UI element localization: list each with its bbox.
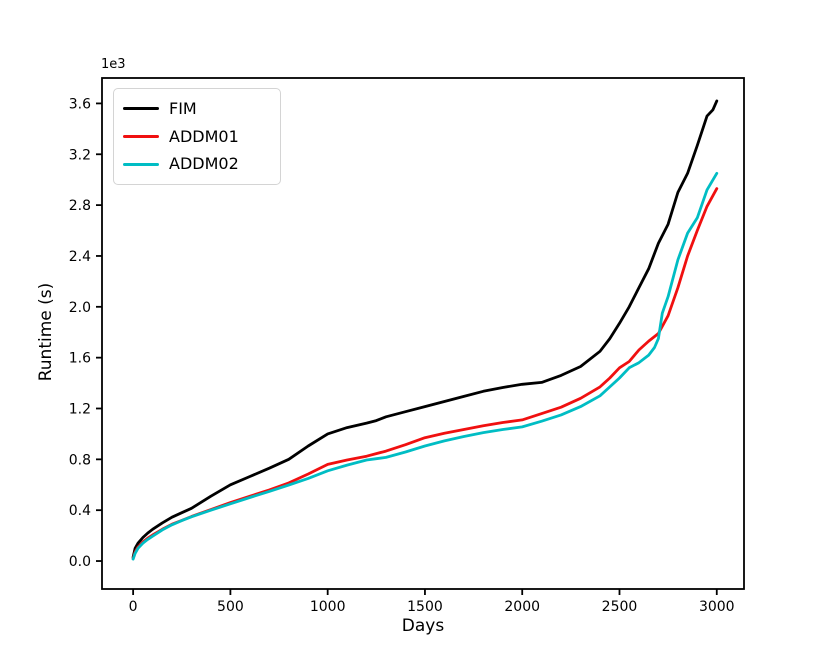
legend-item-fim: FIM — [114, 95, 280, 123]
x-axis-tick-label: 2500 — [602, 599, 638, 615]
legend-label-addm02: ADDM02 — [169, 154, 239, 174]
y-axis-tick-label: 1.6 — [69, 351, 91, 367]
series-addm02-line — [131, 171, 719, 561]
axes-frame — [101, 77, 745, 590]
series-addm01-line — [131, 187, 719, 560]
legend-line-sample-addm01 — [123, 135, 159, 138]
y-axis-tick-label: 3.6 — [69, 96, 91, 112]
legend-line-sample-addm02 — [123, 162, 159, 166]
legend: FIM ADDM01 ADDM02 — [113, 88, 281, 185]
series-fim-line — [131, 99, 719, 559]
x-axis-tick-label: 2000 — [504, 599, 540, 615]
y-axis-tick-label: 2.4 — [69, 249, 91, 265]
y-axis-title: Runtime (s) — [36, 282, 56, 382]
y-axis-tick-label: 0.0 — [69, 554, 91, 570]
y-axis-tick-label: 2.0 — [69, 300, 91, 316]
legend-line-sample-fim — [123, 107, 159, 111]
y-axis-tick-label: 1.2 — [69, 401, 91, 417]
legend-label-addm01: ADDM01 — [169, 126, 239, 146]
x-axis-tick-label: 1000 — [310, 599, 346, 615]
legend-label-fim: FIM — [169, 98, 197, 118]
y-axis-tick-label: 2.8 — [69, 198, 91, 214]
x-axis-tick-label: 3000 — [699, 599, 735, 615]
x-axis-tick-label: 0 — [129, 599, 138, 615]
legend-item-addm02: ADDM02 — [114, 150, 280, 178]
x-axis-tick-label: 500 — [217, 599, 244, 615]
y-axis-tick-label: 0.8 — [69, 452, 91, 468]
legend-item-addm01: ADDM01 — [114, 123, 280, 151]
x-axis-title: Days — [401, 616, 445, 636]
y-axis-tick-label: 3.2 — [69, 147, 91, 163]
x-axis-tick-label: 1500 — [407, 599, 443, 615]
y-axis-offset-label: 1e3 — [101, 57, 126, 72]
y-axis-tick-label: 0.4 — [69, 503, 91, 519]
